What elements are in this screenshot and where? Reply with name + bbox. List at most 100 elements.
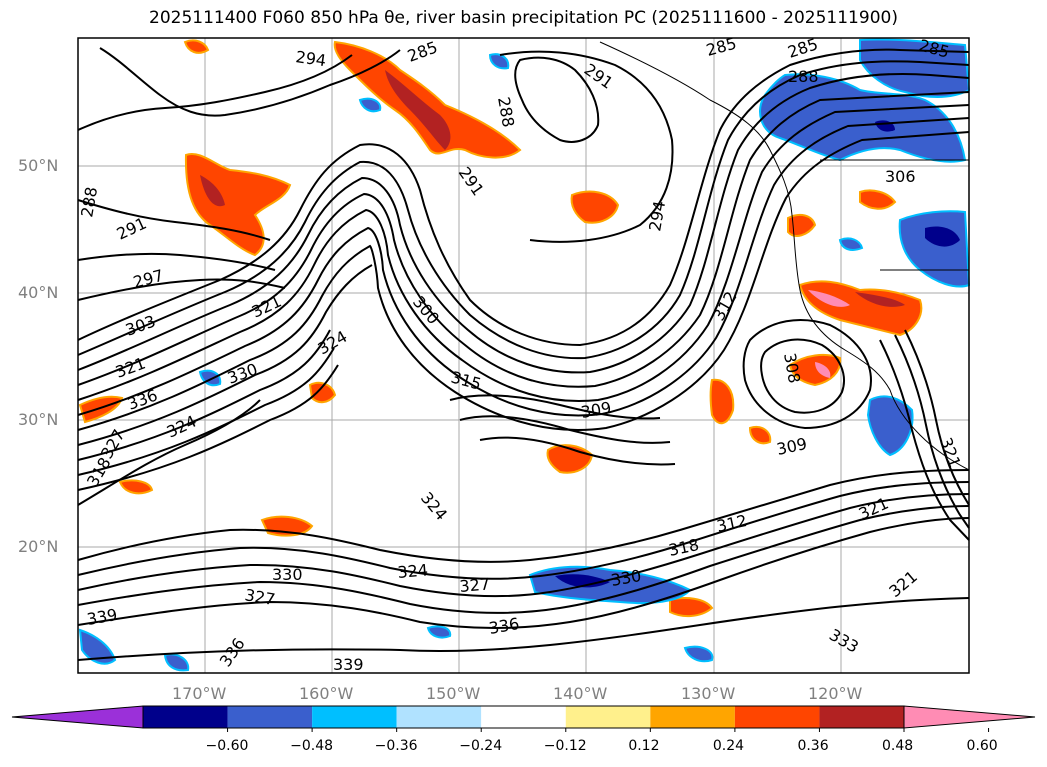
contour-label: 339 <box>333 655 364 674</box>
precip-positive-patch <box>184 153 292 257</box>
contour-label: 288 <box>788 67 819 86</box>
precip-positive-patch <box>859 189 897 210</box>
lon-label-150w: 150°W <box>426 684 481 703</box>
coastline <box>599 41 970 471</box>
contour-line <box>77 264 373 446</box>
contour-line <box>77 54 353 131</box>
contour-line <box>77 199 271 241</box>
precip-positive-patch <box>118 479 154 495</box>
contour-line <box>77 347 335 476</box>
contour-label: 324 <box>397 560 429 582</box>
contour-line <box>879 339 970 541</box>
contour-line <box>77 517 970 629</box>
contour-line <box>77 481 970 580</box>
contour-line <box>904 329 970 506</box>
colorbar-segment <box>143 706 228 728</box>
contour-line <box>77 278 286 301</box>
contour-line <box>479 436 676 466</box>
colorbar-segment <box>734 706 820 728</box>
contour-line <box>742 319 872 430</box>
precip-negative-patch <box>759 73 967 163</box>
contour-line <box>499 50 674 243</box>
colorbar-tick-label: −0.48 <box>290 738 334 754</box>
contour-label: 330 <box>272 565 303 584</box>
precip-negative-patch <box>358 97 382 113</box>
contour-line <box>77 364 339 491</box>
lat-label-50n: 50°N <box>18 156 59 175</box>
precip-negative-patch <box>898 210 971 288</box>
precip-positive-patch <box>669 597 714 618</box>
colorbar-tick-label: −0.60 <box>205 738 249 754</box>
contour-line <box>77 252 276 271</box>
colorbar-extend-max <box>903 705 1036 729</box>
precip-negative-patch <box>838 237 864 251</box>
colorbar-segment <box>481 706 566 728</box>
precip-strong-negative-patch <box>925 226 960 247</box>
lon-label-130w: 130°W <box>681 684 736 703</box>
contour-line <box>77 91 970 388</box>
map-border <box>77 37 970 674</box>
precip-negative-patch <box>488 53 510 70</box>
theta-e-contours <box>77 47 970 661</box>
colorbar-tick-label: 0.60 <box>966 738 998 754</box>
colorbar <box>11 705 1036 732</box>
colorbar-segment <box>227 706 313 728</box>
colorbar-segment <box>819 706 904 728</box>
coastline-path <box>599 41 970 471</box>
contour-line <box>760 338 845 414</box>
precip-positive-patch <box>788 353 842 387</box>
precip-positive-patch <box>183 39 210 54</box>
contour-line <box>77 329 331 461</box>
contour-line <box>449 394 661 420</box>
contour-line <box>459 415 671 444</box>
colorbar-outline <box>142 705 905 729</box>
precip-positive-patch <box>748 426 772 445</box>
lon-label-170w: 170°W <box>172 684 227 703</box>
precip-strong-positive-patch <box>385 70 451 150</box>
precip-positive-patch <box>787 213 817 237</box>
contour-line <box>77 60 970 360</box>
precip-negative-patch <box>683 645 714 663</box>
precip-negative-patch <box>78 628 117 665</box>
contour-line <box>77 399 261 506</box>
colorbar-tick-label: −0.12 <box>543 738 587 754</box>
precip-negative-patch <box>163 653 190 672</box>
precip-peak-patch <box>808 290 850 307</box>
lat-label-30n: 30°N <box>18 410 59 429</box>
contour-line <box>99 47 401 117</box>
contour-line <box>514 56 600 143</box>
precip-strong-positive-patch <box>855 292 905 307</box>
precip-positive-patch <box>308 381 337 404</box>
colorbar-extend-min <box>11 705 144 729</box>
contour-line <box>77 493 970 598</box>
contour-label: 294 <box>294 47 327 70</box>
precip-peak-patch <box>815 362 831 378</box>
lat-label-40n: 40°N <box>18 283 59 302</box>
colorbar-tick-label: 0.12 <box>628 738 660 754</box>
precip-negative-patch <box>426 625 452 639</box>
precip-positive-patch <box>709 378 735 425</box>
contour-label: 306 <box>885 167 916 186</box>
colorbar-tick-label: −0.36 <box>374 738 418 754</box>
contour-line <box>77 597 970 661</box>
map-title: 2025111400 F060 850 hPa θe, river basin … <box>149 8 898 28</box>
precip-positive-patch <box>570 190 620 224</box>
contour-line <box>77 48 970 347</box>
colorbar-segment <box>650 706 735 728</box>
colorbar-tick-label: −0.24 <box>459 738 503 754</box>
contour-line <box>77 104 970 403</box>
colorbar-segment <box>312 706 397 728</box>
contour-line <box>77 131 970 431</box>
precip-strong-negative-patch <box>555 574 610 588</box>
contour-label: 327 <box>459 574 491 596</box>
contour-labels: 294 285 285 285 285 288 288 288 291 291 … <box>77 34 964 674</box>
contour-line <box>77 72 970 374</box>
precip-positive-patch <box>333 40 522 159</box>
precip-strong-positive-patch <box>200 175 225 207</box>
lon-label-160w: 160°W <box>299 684 354 703</box>
precipitation-shading <box>78 38 971 672</box>
precip-negative-patch <box>859 38 971 98</box>
contour-line <box>77 117 970 417</box>
contour-line <box>77 505 970 614</box>
